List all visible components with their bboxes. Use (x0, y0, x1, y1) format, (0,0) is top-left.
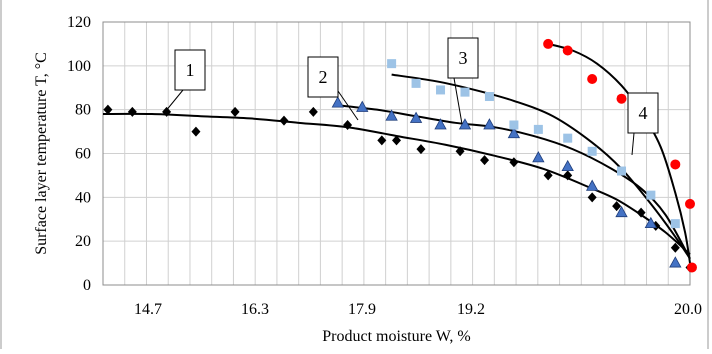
data-point-series-3 (533, 124, 543, 134)
callout-label-4: 4 (639, 103, 648, 123)
plot-area-border (102, 21, 691, 286)
data-point-series-2 (331, 96, 344, 108)
x-axis-title: Product moisture W, % (322, 328, 470, 345)
data-point-series-3 (670, 219, 680, 229)
data-point-series-1 (308, 106, 318, 117)
trend-line-series-1 (102, 112, 691, 256)
callout-box-1 (174, 49, 206, 91)
data-point-series-2 (483, 118, 496, 130)
data-point-series-1 (612, 201, 622, 212)
data-point-series-1 (377, 135, 387, 146)
y-tick-label: 20 (75, 233, 91, 250)
data-point-series-2 (434, 118, 447, 130)
x-tick-label: 16.3 (241, 301, 269, 318)
data-point-series-1 (636, 207, 646, 218)
data-point-series-3 (587, 146, 597, 156)
callout-box-4 (627, 92, 659, 134)
y-tick-label: 100 (67, 58, 91, 75)
data-point-series-2 (644, 216, 658, 229)
data-point-series-3 (509, 120, 519, 130)
data-point-series-1 (230, 106, 240, 117)
data-point-series-1 (127, 106, 137, 117)
data-point-series-1 (416, 144, 426, 155)
data-point-series-1 (543, 170, 553, 181)
data-point-series-3 (460, 87, 470, 97)
data-point-series-2 (561, 159, 574, 172)
data-point-series-4 (685, 198, 695, 209)
data-point-series-4 (587, 73, 598, 84)
data-point-series-2 (458, 118, 472, 130)
callout-label-3: 3 (459, 48, 468, 68)
y-tick-label: 40 (75, 189, 91, 206)
data-point-series-1 (563, 170, 573, 181)
data-point-series-1 (509, 157, 519, 168)
callout-label-1: 1 (186, 60, 195, 80)
data-point-series-1 (343, 120, 353, 131)
data-point-series-1 (162, 106, 172, 117)
data-point-series-4 (670, 159, 681, 170)
data-point-series-4 (562, 45, 573, 56)
data-point-series-3 (646, 190, 656, 200)
callout-leader-2 (337, 90, 359, 121)
data-point-series-2 (409, 111, 423, 123)
data-point-series-1 (392, 135, 401, 146)
x-tick-label: 20.0 (674, 301, 702, 318)
data-point-series-3 (411, 78, 421, 88)
data-point-series-4 (543, 38, 554, 49)
data-point-series-3 (563, 133, 573, 143)
x-tick-label: 17.9 (348, 301, 376, 318)
y-tick-label: 120 (67, 14, 91, 31)
callout-leader-3 (453, 77, 463, 125)
callout-label-2: 2 (319, 67, 328, 87)
data-point-series-4 (686, 262, 697, 273)
data-point-series-1 (191, 126, 201, 137)
y-axis-title: Surface layer temperature T, °C (33, 52, 50, 255)
x-tick-label: 19.2 (457, 301, 485, 318)
data-point-series-3 (436, 85, 446, 95)
x-tick-label: 14.7 (134, 301, 162, 318)
y-tick-label: 80 (75, 102, 91, 119)
data-point-series-3 (484, 92, 494, 102)
data-point-series-2 (385, 109, 398, 121)
data-point-series-1 (103, 104, 113, 115)
data-point-series-2 (532, 151, 545, 163)
data-point-series-4 (616, 93, 627, 104)
data-point-series-2 (585, 179, 599, 191)
data-point-series-2 (669, 256, 682, 268)
data-point-series-1 (455, 146, 465, 157)
data-point-series-1 (587, 192, 597, 203)
callout-box-3 (447, 37, 479, 79)
data-points (103, 38, 697, 273)
data-point-series-2 (356, 100, 369, 112)
callout-box-2 (307, 56, 339, 98)
callouts: 1 2 3 4 (164, 37, 659, 156)
axis-labels: Product moisture W, % Surface layer temp… (33, 52, 471, 345)
data-point-series-3 (617, 166, 627, 176)
data-point-series-1 (480, 155, 490, 166)
data-point-series-3 (387, 59, 397, 69)
y-tick-label: 0 (83, 277, 91, 294)
data-point-series-2 (615, 205, 628, 218)
data-point-series-2 (507, 126, 521, 139)
y-tick-label: 60 (75, 146, 91, 163)
callout-leader-1 (164, 89, 184, 113)
data-point-series-1 (279, 115, 289, 126)
data-point-series-1 (670, 242, 680, 253)
callout-leader-4 (631, 132, 635, 156)
